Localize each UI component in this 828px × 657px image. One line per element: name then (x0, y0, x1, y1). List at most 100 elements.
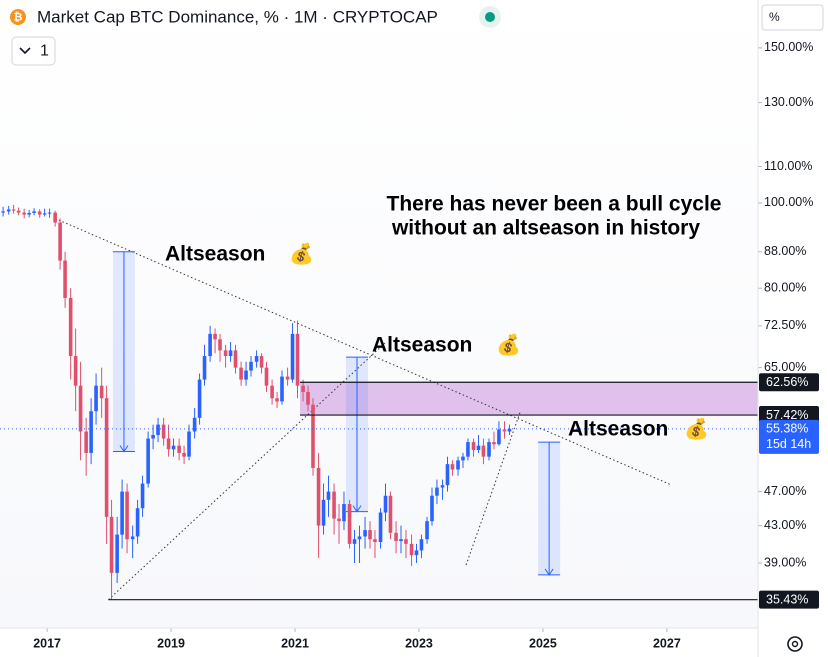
candle-body (120, 491, 124, 535)
x-tick-label: 2027 (653, 636, 681, 650)
candle-body (466, 442, 470, 457)
chevron (19, 47, 31, 55)
candle-body (497, 429, 501, 445)
x-tick-label: 2019 (157, 636, 185, 650)
x-tick-label: 2025 (529, 636, 557, 650)
candle-body (22, 212, 26, 215)
candle-body (249, 361, 253, 371)
candle-body (507, 428, 512, 432)
last-price-label: 55.38% (766, 422, 808, 436)
candle-body (161, 424, 166, 439)
candle-body (347, 504, 352, 544)
candle-body (94, 385, 98, 412)
candle-body (6, 209, 11, 212)
candle-body (73, 356, 78, 386)
x-tick-label: 2023 (405, 636, 433, 650)
candle-body (213, 333, 217, 340)
y-tick-label: 88.00% (764, 244, 806, 258)
candle-body (68, 297, 73, 357)
candle-body (58, 222, 62, 261)
candle-body (394, 532, 398, 542)
y-tick-label: 39.00% (764, 555, 806, 569)
candle-body (321, 499, 326, 526)
candle-body (373, 539, 377, 542)
annotation: Altseason (165, 243, 265, 266)
candle-body (259, 356, 264, 368)
candle-body (11, 209, 16, 211)
arrow-head (352, 505, 362, 513)
interval-label[interactable]: 1 (40, 43, 49, 60)
last-price-box (759, 419, 819, 454)
candle-body (430, 495, 434, 522)
candle-body (218, 339, 222, 351)
candle-body (254, 356, 259, 362)
y-tick-label: 47.00% (764, 484, 806, 498)
candle-body (357, 536, 362, 540)
candle-body (166, 438, 171, 450)
candle-body (368, 530, 372, 540)
btc-icon (10, 9, 26, 25)
candle-body (84, 431, 88, 453)
candle-body (228, 350, 233, 357)
y-tick-label: 100.00% (764, 195, 813, 209)
candle-body (414, 550, 419, 556)
price-label: 35.43% (766, 592, 808, 606)
candle-body (316, 467, 321, 526)
candle-body (187, 431, 191, 457)
settings-icon-core (791, 640, 799, 648)
candle-body (89, 411, 93, 453)
candle-body (306, 391, 310, 405)
candle-body (445, 464, 450, 486)
price-label-box (759, 590, 819, 609)
candle-body (47, 212, 52, 214)
arrow-head (119, 445, 129, 453)
y-tick-label: 150.00% (764, 40, 813, 54)
y-tick-label: 72.50% (764, 318, 806, 332)
candle-body (16, 210, 21, 213)
candle-body (197, 379, 202, 418)
settings-icon[interactable] (787, 636, 803, 652)
candle-body (342, 504, 346, 522)
btc-icon-glyph: ₿ (14, 11, 23, 23)
candle-body (146, 438, 150, 484)
candle-body (171, 445, 176, 450)
candle-body (78, 385, 83, 432)
candle-body (99, 385, 104, 399)
candle-body (53, 212, 57, 223)
candle-body (487, 442, 491, 457)
candle-body (264, 367, 269, 386)
interval-button[interactable] (11, 36, 56, 66)
axis-unit-button[interactable] (761, 4, 824, 31)
candle-body (378, 512, 383, 542)
candle-body (337, 518, 341, 522)
candle-body (42, 213, 47, 215)
candle-body (492, 442, 496, 445)
candle-body (32, 211, 36, 213)
candle-body (425, 521, 429, 540)
axis-unit[interactable]: % (769, 10, 780, 24)
y-tick-label: 80.00% (764, 281, 806, 295)
y-tick-label: 43.00% (764, 518, 806, 532)
candle-body (399, 539, 403, 542)
candle-body (115, 534, 119, 573)
annotation: Altseason (568, 418, 668, 441)
candle-body (352, 539, 357, 544)
note-line: without an altseason in history (391, 217, 700, 240)
candle-body (177, 445, 181, 453)
arrow-head (544, 568, 554, 576)
y-tick-label: 65.00% (764, 360, 806, 374)
annotation-icon: 💰 (684, 416, 709, 440)
candle-body (476, 445, 481, 451)
candle-body (301, 385, 305, 392)
chart-title: Market Cap BTC Dominance, % · 1M · CRYPT… (37, 7, 438, 26)
candle-body (295, 333, 300, 386)
candle-body (130, 536, 135, 540)
price-label: 57.42% (766, 408, 808, 422)
trend-line (108, 342, 386, 601)
candle-body (456, 460, 460, 470)
candle-body (435, 487, 439, 496)
candle-body (270, 385, 274, 399)
price-label: 62.56% (766, 375, 808, 389)
candle-body (156, 424, 160, 435)
